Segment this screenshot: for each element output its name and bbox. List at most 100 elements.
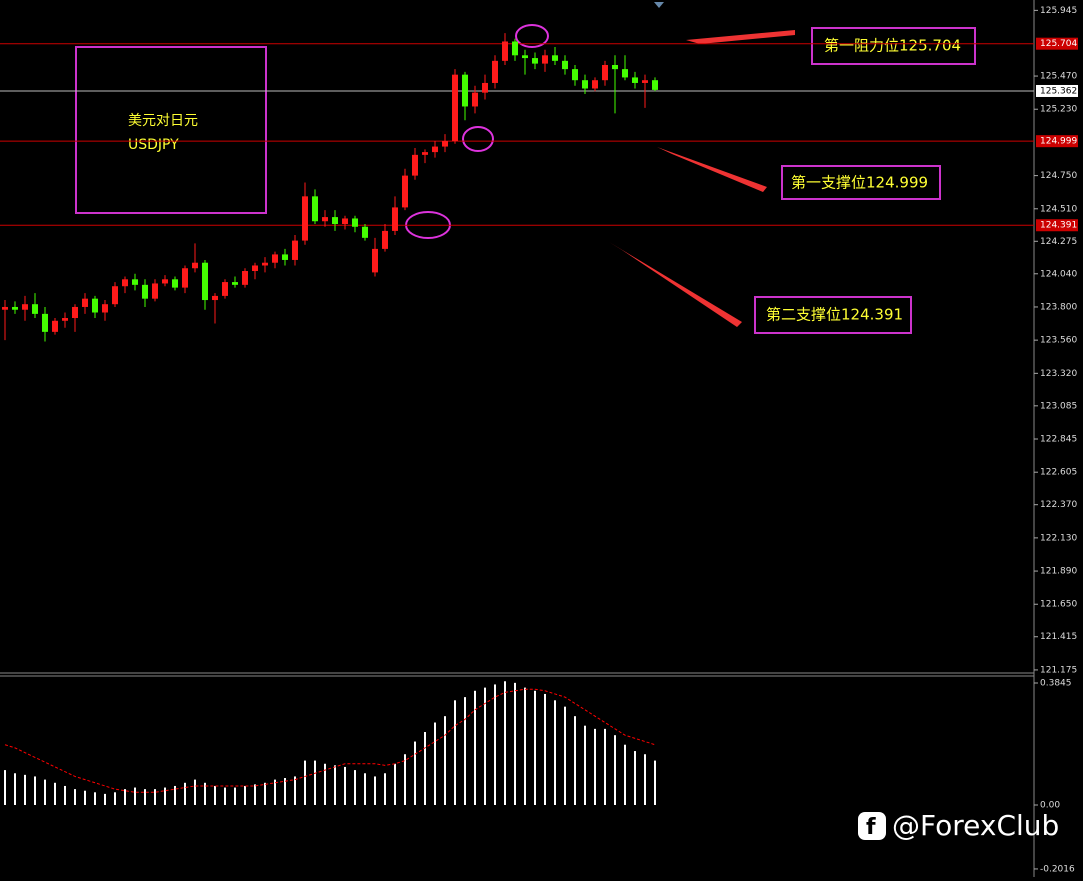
candle-body bbox=[52, 320, 58, 332]
histogram-bar bbox=[224, 787, 226, 805]
y-tick-label: 121.890 bbox=[1040, 567, 1077, 577]
candle-body bbox=[292, 240, 298, 260]
candle-body bbox=[622, 69, 628, 78]
candle-body bbox=[412, 154, 418, 176]
arrow bbox=[686, 30, 795, 44]
candle-body bbox=[262, 262, 268, 266]
level-label: 125.704 bbox=[1040, 39, 1077, 49]
level-label-bg bbox=[1036, 135, 1078, 148]
candle-body bbox=[592, 80, 598, 89]
candle-body bbox=[612, 64, 618, 70]
candle-body bbox=[392, 207, 398, 231]
highlight-circle bbox=[515, 24, 549, 48]
histogram-bar bbox=[264, 782, 266, 805]
candle-body bbox=[342, 218, 348, 224]
histogram-bar bbox=[24, 774, 26, 805]
histogram-bar bbox=[434, 722, 436, 805]
label-box bbox=[75, 46, 267, 214]
candle-body bbox=[142, 284, 148, 299]
histogram-bar bbox=[354, 770, 356, 805]
histogram-bar bbox=[594, 728, 596, 805]
y-tick-label: 124.510 bbox=[1040, 204, 1077, 214]
candle-body bbox=[102, 304, 108, 313]
histogram-bar bbox=[474, 690, 476, 805]
histogram-bar bbox=[114, 792, 116, 805]
y-tick-label: 122.130 bbox=[1040, 533, 1077, 543]
histogram-bar bbox=[584, 725, 586, 805]
highlight-circle bbox=[462, 126, 494, 152]
histogram-bar bbox=[444, 716, 446, 805]
marker bbox=[654, 2, 664, 8]
candle-body bbox=[2, 306, 8, 310]
candle-body bbox=[302, 196, 308, 241]
histogram-bar bbox=[134, 787, 136, 805]
histogram-bar bbox=[284, 778, 286, 805]
pair-name: 美元对日元 bbox=[128, 113, 198, 129]
histogram-bar bbox=[604, 728, 606, 805]
histogram-bar bbox=[174, 785, 176, 805]
histogram-bar bbox=[44, 779, 46, 805]
candle-body bbox=[442, 141, 448, 147]
candle-body bbox=[72, 306, 78, 319]
histogram-bar bbox=[234, 787, 236, 805]
arrow bbox=[609, 242, 742, 327]
histogram-bar bbox=[494, 684, 496, 805]
candle-body bbox=[222, 282, 228, 296]
y-tick-label: 122.370 bbox=[1040, 500, 1077, 510]
histogram-bar bbox=[564, 706, 566, 805]
candle-body bbox=[502, 41, 508, 61]
candle-body bbox=[92, 298, 98, 313]
candle-body bbox=[232, 282, 238, 285]
candle-body bbox=[282, 254, 288, 260]
histogram-bar bbox=[324, 763, 326, 805]
y-tick-label: 0.00 bbox=[1040, 800, 1060, 810]
candle-body bbox=[112, 286, 118, 305]
level-label: 125.362 bbox=[1040, 86, 1077, 96]
y-tick-label: 125.945 bbox=[1040, 6, 1077, 16]
histogram-bar bbox=[384, 773, 386, 805]
histogram-bar bbox=[414, 741, 416, 805]
candle-body bbox=[312, 196, 318, 222]
histogram-bar bbox=[14, 773, 16, 805]
candle-body bbox=[642, 80, 648, 83]
candle-body bbox=[572, 69, 578, 81]
y-tick-label: 124.275 bbox=[1040, 237, 1077, 247]
signal-line bbox=[4, 688, 656, 793]
level-label-bg bbox=[1036, 37, 1078, 50]
candle-body bbox=[452, 74, 458, 142]
candle-body bbox=[512, 41, 518, 56]
histogram-bar bbox=[124, 789, 126, 805]
histogram-bar bbox=[644, 754, 646, 805]
histogram-bar bbox=[364, 773, 366, 805]
y-tick-label: 125.230 bbox=[1040, 105, 1077, 115]
candle-body bbox=[212, 295, 218, 301]
y-tick-label: 124.750 bbox=[1040, 171, 1077, 181]
histogram-bar bbox=[544, 693, 546, 805]
annotation: 第二支撑位124.391 bbox=[766, 306, 903, 324]
candle-body bbox=[492, 60, 498, 83]
candle-body bbox=[422, 152, 428, 155]
candle-body bbox=[192, 262, 198, 269]
histogram-bar bbox=[404, 754, 406, 805]
histogram-bar bbox=[184, 782, 186, 805]
histogram-bar bbox=[334, 765, 336, 805]
histogram-bar bbox=[464, 697, 466, 805]
histogram-bar bbox=[214, 785, 216, 805]
level-label-bg bbox=[1036, 84, 1078, 97]
candle-body bbox=[332, 217, 338, 224]
y-tick-label: 125.470 bbox=[1040, 72, 1077, 82]
histogram-bar bbox=[344, 766, 346, 805]
histogram-bar bbox=[64, 785, 66, 805]
candle-body bbox=[632, 77, 638, 83]
candle-body bbox=[532, 58, 538, 64]
histogram-bar bbox=[424, 732, 426, 805]
y-tick-label: 122.845 bbox=[1040, 435, 1077, 445]
histogram-bar bbox=[554, 700, 556, 805]
candle-body bbox=[42, 313, 48, 332]
histogram-bar bbox=[514, 682, 516, 805]
candle-body bbox=[602, 64, 608, 81]
candle-body bbox=[122, 279, 128, 287]
histogram-bar bbox=[524, 687, 526, 805]
candle-body bbox=[652, 80, 658, 90]
level-label: 124.391 bbox=[1040, 221, 1077, 231]
